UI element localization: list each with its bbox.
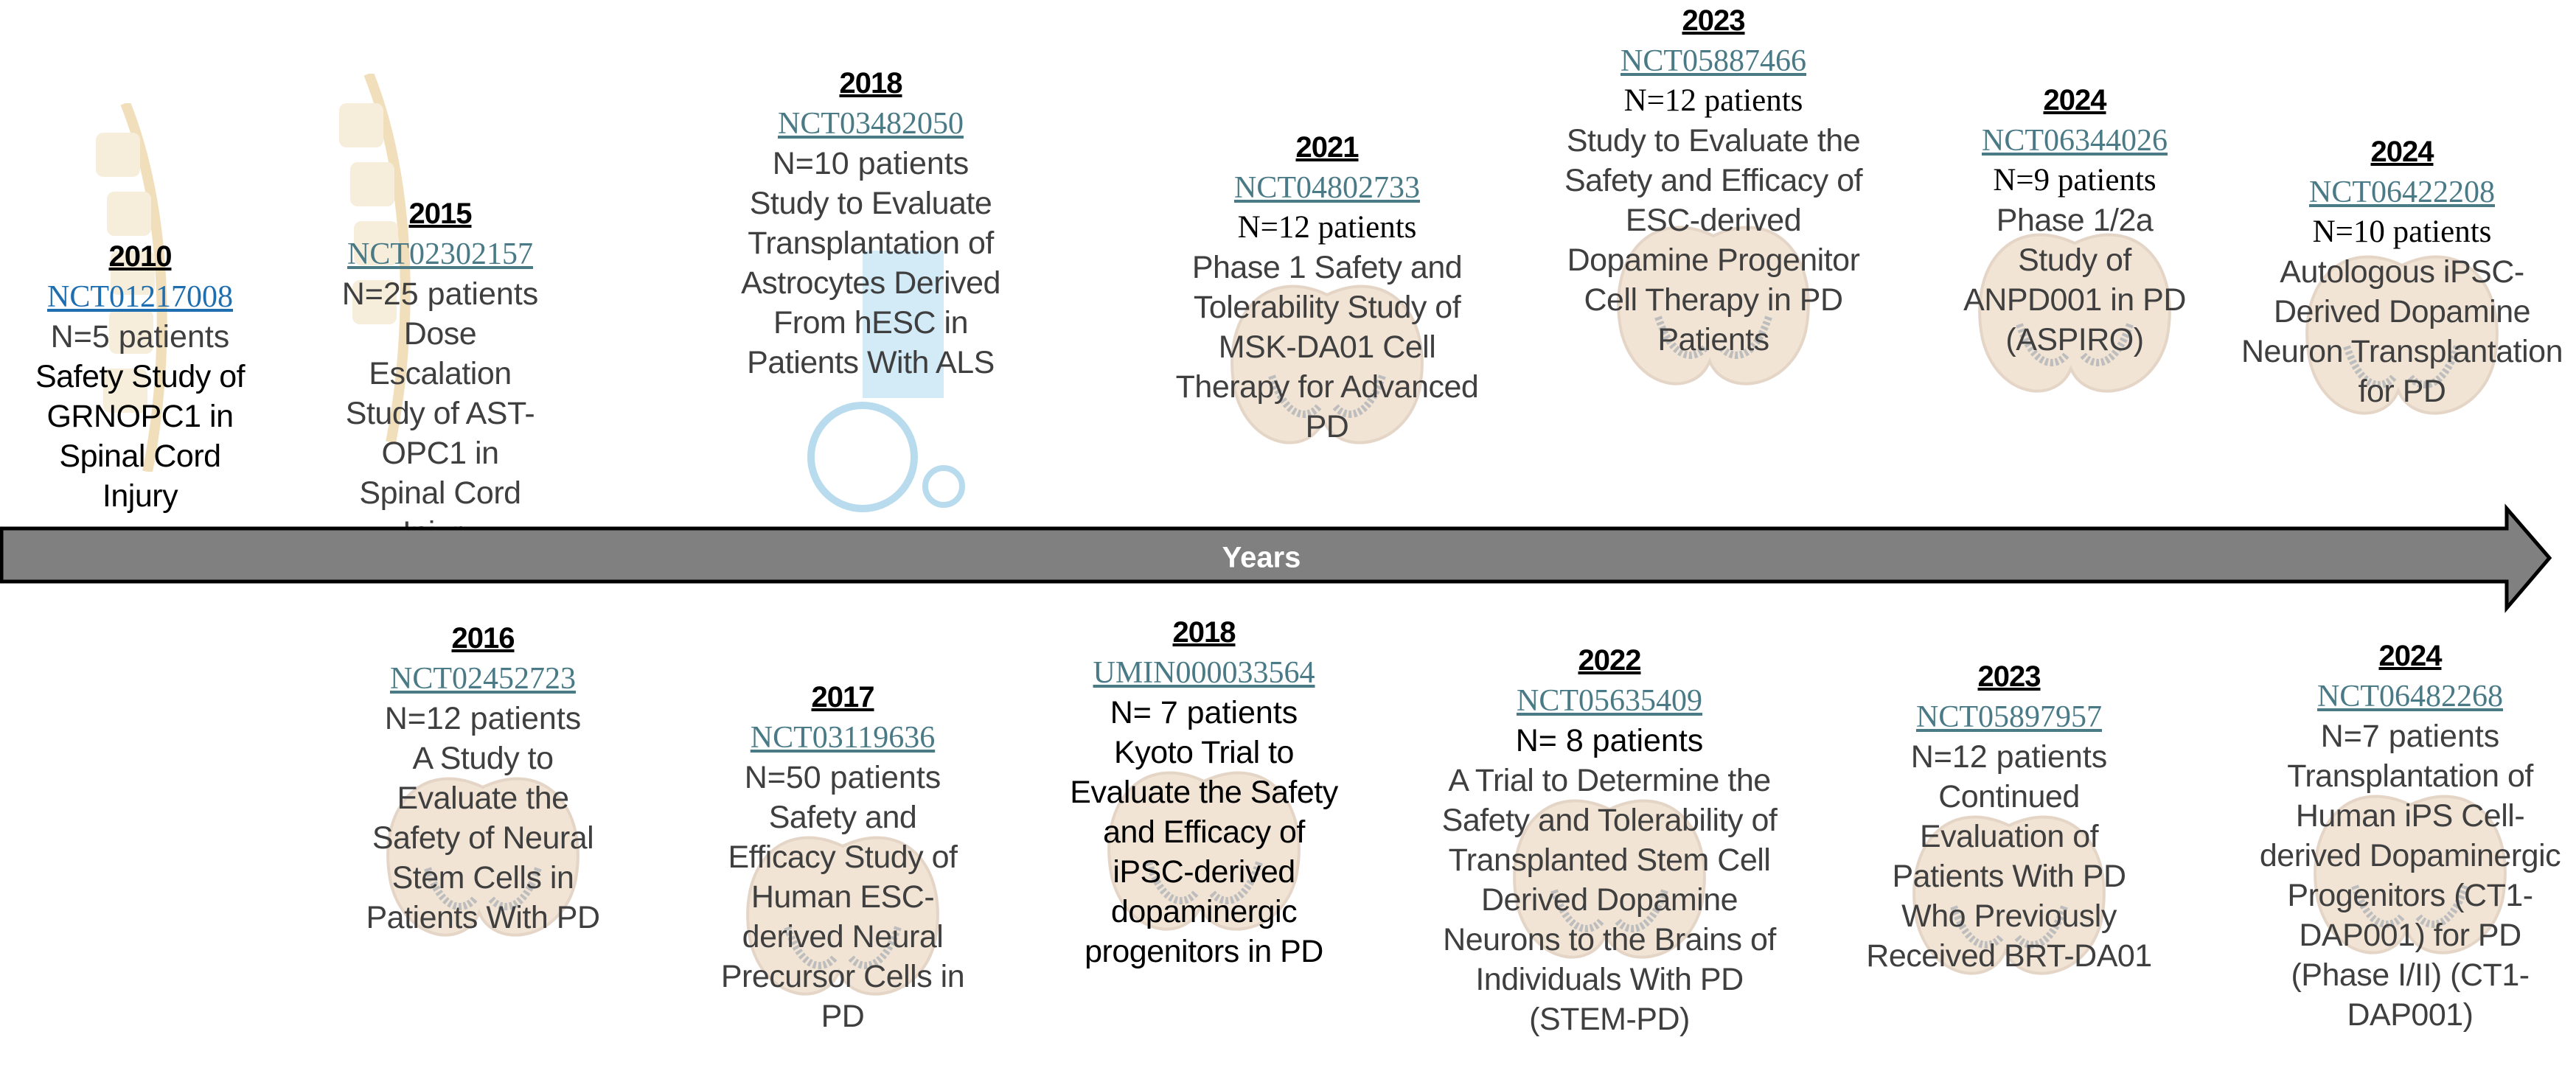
trial-entry: 2023 NCT05897957 N=12 patients Continued Ev… bbox=[1832, 656, 2186, 976]
trial-patient-count: N= 7 patients bbox=[1110, 695, 1298, 730]
brain-icon bbox=[2305, 255, 2499, 415]
trial-description: Phase 1/2a Study of ANPD001 in PD (ASPIR… bbox=[1963, 203, 2186, 357]
spine-icon bbox=[96, 103, 167, 472]
trial-description: Kyoto Trial to Evaluate the Safety and E… bbox=[1070, 735, 1338, 969]
trial-year: 2024 bbox=[2370, 136, 2434, 168]
brain-icon bbox=[1230, 285, 1424, 444]
trial-patient-count: N=10 patients bbox=[772, 146, 970, 181]
trial-patient-count: N=12 patients bbox=[1237, 210, 1417, 245]
trial-year: 2010 bbox=[108, 240, 173, 273]
trial-year: 2024 bbox=[2043, 84, 2107, 116]
trial-patient-count: N=9 patients bbox=[1993, 163, 2156, 198]
trial-entry: 2023 NCT05887466 N=12 patients Study to Eva… bbox=[1536, 0, 1890, 360]
trial-year: 2023 bbox=[1977, 660, 2041, 693]
trial-patient-count: N=5 patients bbox=[50, 319, 230, 355]
trial-description: Safety and Efficacy Study of Human ESC- … bbox=[720, 800, 965, 1034]
trial-year: 2022 bbox=[1578, 644, 1642, 677]
wheelchair-icon bbox=[807, 251, 965, 512]
brain-icon bbox=[1107, 771, 1301, 931]
trial-patient-count: N= 8 patients bbox=[1515, 723, 1704, 758]
brain-icon bbox=[1978, 233, 2171, 393]
trial-year: 2016 bbox=[451, 622, 515, 655]
trial-id-link[interactable]: NCT03482050 bbox=[778, 107, 964, 141]
trial-patient-count: N=12 patients bbox=[1623, 83, 1803, 118]
trial-entry: 2024 NCT06344026 N=9 patients Phase 1/2a St… bbox=[1898, 80, 2252, 360]
trial-patient-count: N=25 patients bbox=[341, 276, 539, 312]
brain-icon bbox=[1617, 226, 1810, 385]
trial-entry: 2024 NCT06422208 N=10 patients Autologous i… bbox=[2225, 131, 2576, 411]
trial-id-link[interactable]: NCT02452723 bbox=[390, 662, 576, 696]
trial-entry: 2022 NCT05635409 N= 8 patients A Trial to D… bbox=[1433, 640, 1786, 1039]
brain-icon bbox=[2314, 795, 2507, 954]
trial-description: Phase 1 Safety and Tolerability Study of… bbox=[1175, 250, 1479, 444]
trial-patient-count: N=12 patients bbox=[384, 701, 582, 736]
trial-id-link[interactable]: NCT02302157 bbox=[347, 237, 533, 271]
trial-patient-count: N=50 patients bbox=[744, 760, 941, 795]
spine-icon bbox=[339, 74, 411, 442]
trial-patient-count: N=7 patients bbox=[2320, 719, 2500, 754]
trial-id-link[interactable]: NCT06422208 bbox=[2309, 175, 2495, 209]
trial-description: A Study to Evaluate the Safety of Neural… bbox=[366, 741, 601, 935]
trial-id-link[interactable]: NCT03119636 bbox=[750, 721, 936, 755]
trial-entry: 2017 NCT03119636 N=50 patients Safety and E… bbox=[666, 677, 1020, 1036]
trial-year: 2021 bbox=[1295, 131, 1360, 164]
trial-year: 2017 bbox=[811, 681, 875, 713]
trial-id-link[interactable]: NCT01217008 bbox=[47, 280, 233, 314]
trial-patient-count: N=10 patients bbox=[2312, 214, 2492, 249]
trial-year: 2015 bbox=[408, 198, 473, 230]
trial-entry: 2018 UMIN000033564 N= 7 patients Kyoto Tria… bbox=[1027, 612, 1381, 971]
trial-description: A Trial to Determine the Safety and Tole… bbox=[1441, 763, 1778, 1037]
trial-year: 2018 bbox=[1172, 616, 1236, 649]
trial-id-link[interactable]: NCT05887466 bbox=[1621, 44, 1806, 78]
axis-label: Years bbox=[1222, 541, 1301, 574]
trial-year: 2023 bbox=[1682, 4, 1746, 37]
trial-description: Transplantation of Human iPS Cell- deriv… bbox=[2259, 758, 2561, 1033]
trial-entry: 2021 NCT04802733 N=12 patients Phase 1 Safe… bbox=[1150, 127, 1504, 447]
trial-id-link[interactable]: NCT05635409 bbox=[1517, 684, 1702, 718]
brain-icon bbox=[1912, 815, 2106, 975]
brain-icon bbox=[1513, 799, 1706, 959]
brain-icon bbox=[386, 777, 579, 937]
trial-id-link[interactable]: UMIN000033564 bbox=[1093, 656, 1315, 690]
trial-id-link[interactable]: NCT04802733 bbox=[1234, 171, 1420, 205]
trial-entry: 2016 NCT02452723 N=12 patients A Study to E… bbox=[306, 618, 660, 938]
trial-entry: 2024 NCT06482268 N=7 patients Transplantati… bbox=[2233, 635, 2576, 1035]
trial-description: Study to Evaluate Transplantation of Ast… bbox=[741, 186, 1000, 380]
trial-entry: 2018 NCT03482050 N=10 patients Study to Eva… bbox=[694, 63, 1048, 383]
trial-id-link[interactable]: NCT06482268 bbox=[2317, 680, 2503, 713]
trial-patient-count: N=12 patients bbox=[1910, 739, 2108, 775]
trial-id-link[interactable]: NCT06344026 bbox=[1982, 124, 2168, 158]
trial-id-link[interactable]: NCT05897957 bbox=[1916, 700, 2102, 734]
trial-year: 2024 bbox=[2378, 640, 2443, 672]
trial-year: 2018 bbox=[839, 67, 903, 100]
brain-icon bbox=[746, 836, 939, 996]
trial-entry: 2010 NCT01217008 N=5 patients Safety Study … bbox=[0, 236, 317, 516]
trial-description: Continued Evaluation of Patients With PD… bbox=[1866, 779, 2152, 974]
trial-description: Study to Evaluate the Safety and Efficac… bbox=[1564, 123, 1863, 357]
trial-description: Safety Study of GRNOPC1 in Spinal Cord I… bbox=[35, 359, 246, 514]
trial-description: Autologous iPSC- Derived Dopamine Neuron… bbox=[2241, 254, 2563, 409]
